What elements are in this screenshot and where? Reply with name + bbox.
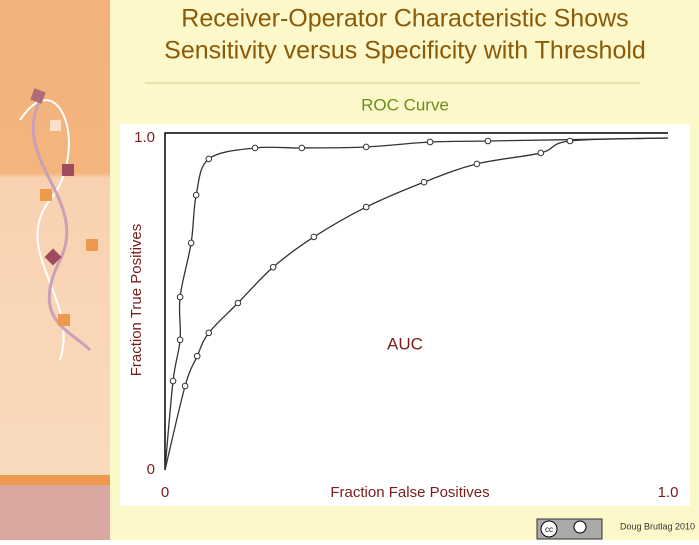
x-tick-label: 0 [161,484,169,501]
decor-square [40,189,52,201]
decor-square [50,120,61,131]
x-axis-label: Fraction False Positives [330,484,489,501]
cc-text: cc [545,525,553,534]
data-point [473,160,481,168]
data-point [193,352,201,360]
credit: Doug Brutlag 2010 [620,521,695,531]
subtitle: ROC Curve [361,95,449,114]
annotation: AUC [387,334,423,353]
data-point [251,144,259,152]
decor-square [58,314,70,326]
data-point [420,178,428,186]
by-icon [573,520,587,534]
data-point [484,137,492,145]
data-point [362,143,370,151]
data-point [192,191,200,199]
cc-icon [540,520,558,538]
data-point [362,203,370,211]
data-point [298,144,306,152]
data-point [566,137,574,145]
data-point [176,293,184,301]
data-point [187,239,195,247]
data-point [205,329,213,337]
data-point [176,336,184,344]
title: Sensitivity versus Specificity with Thre… [164,37,646,65]
decor-square [86,239,98,251]
data-point [205,155,213,163]
axis-frame [164,132,668,470]
data-point [169,377,177,385]
data-point [310,233,318,241]
y-axis-label: Fraction True Positives [128,224,145,377]
sidebar-pattern [0,485,110,540]
x-tick-label: 1.0 [658,484,679,501]
decor-curve [31,99,92,352]
chart-panel [120,124,690,506]
data-point [181,382,189,390]
y-tick-label: 0 [147,461,155,478]
sidebar-band [0,475,110,485]
data-point [234,299,242,307]
data-point [269,263,277,271]
title: Receiver-Operator Characteristic Shows [181,5,628,33]
decor-square [30,88,46,104]
data-point [426,138,434,146]
decor-square [62,164,74,176]
data-point [537,149,545,157]
y-tick-label: 1.0 [134,129,155,146]
